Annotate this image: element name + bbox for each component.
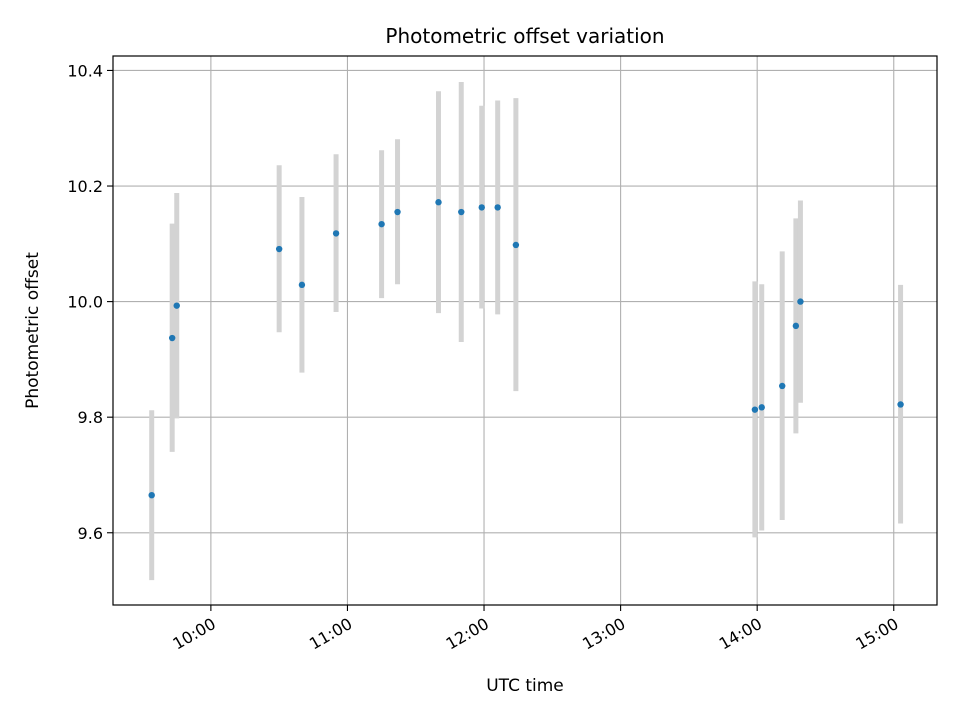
x-axis-title: UTC time (486, 676, 564, 696)
data-point (478, 204, 485, 211)
data-point (332, 230, 340, 237)
chart-title: Photometric offset variation (385, 24, 664, 48)
y-axis-title: Photometric offset (23, 252, 43, 409)
y-tick-label: 9.8 (78, 408, 103, 427)
data-point (897, 401, 904, 408)
data-point (378, 220, 385, 228)
data-point (458, 208, 465, 216)
data-point (512, 241, 520, 249)
data-point (779, 382, 786, 390)
plot-frame (112, 55, 938, 606)
data-point (792, 322, 800, 330)
data-points (148, 199, 904, 499)
data-point (751, 406, 759, 413)
data-point (173, 302, 180, 309)
y-tick-label: 9.6 (78, 524, 103, 543)
data-point (298, 281, 306, 289)
data-point (494, 204, 501, 211)
y-tick-label: 10.0 (67, 293, 103, 312)
data-point (758, 404, 765, 411)
y-tick-label: 10.4 (67, 61, 103, 80)
y-axis-ticks: 9.6 9.8 10.0 10.2 10.4 (67, 61, 113, 543)
data-point (394, 208, 401, 216)
data-point (168, 334, 176, 342)
data-point (148, 492, 155, 499)
data-point (435, 199, 442, 206)
data-point (797, 298, 804, 305)
y-tick-label: 10.2 (67, 177, 103, 196)
data-point (275, 245, 283, 253)
